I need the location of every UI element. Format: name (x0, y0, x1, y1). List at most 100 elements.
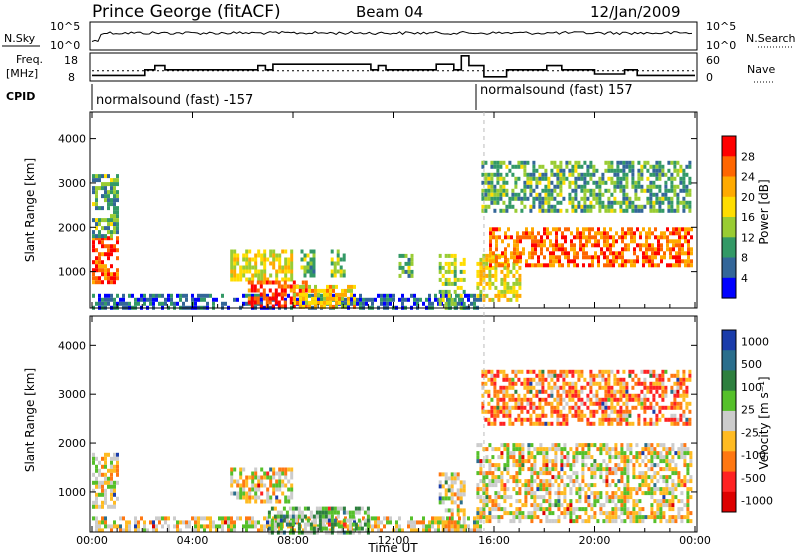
range-gate-cell (677, 483, 681, 488)
range-gate-cell (687, 247, 690, 252)
range-gate-cell (528, 251, 531, 256)
range-gate-cell (503, 285, 507, 290)
range-gate-cell (509, 451, 513, 456)
range-gate-cell (572, 463, 576, 468)
colorbar-swatch (722, 350, 736, 371)
range-gate-cell (675, 239, 678, 244)
range-gate-cell (625, 164, 629, 169)
range-gate-cell (598, 405, 602, 410)
range-gate-cell (251, 495, 255, 500)
range-gate-cell (508, 377, 512, 382)
range-gate-cell (662, 447, 666, 452)
x-tick-label: 20:00 (579, 534, 611, 547)
range-gate-cell (530, 467, 534, 472)
range-gate-cell (194, 301, 197, 306)
range-gate-cell (416, 520, 419, 525)
range-gate-cell (532, 188, 536, 193)
range-gate-cell (668, 487, 672, 492)
range-gate-cell (524, 495, 528, 500)
range-gate-cell (679, 168, 683, 173)
range-gate-cell (575, 487, 579, 492)
range-gate-cell (438, 297, 442, 302)
range-gate-cell (555, 239, 558, 244)
range-gate-cell (565, 421, 569, 426)
range-gate-cell (654, 251, 657, 256)
range-gate-cell (685, 405, 689, 410)
range-gate-cell (647, 467, 651, 472)
range-gate-cell (683, 451, 687, 456)
range-gate-cell (281, 483, 285, 488)
range-gate-cell (265, 296, 269, 301)
x-tick-label: 16:00 (478, 534, 510, 547)
range-gate-cell (267, 510, 271, 515)
range-gate-cell (533, 499, 537, 504)
range-gate-cell (593, 463, 597, 468)
range-gate-cell (566, 503, 570, 508)
range-gate-cell (568, 172, 572, 177)
range-gate-cell (623, 511, 627, 516)
range-gate-cell (620, 471, 624, 476)
range-gate-cell (98, 230, 101, 235)
range-gate-cell (357, 506, 361, 511)
range-gate-cell (248, 293, 251, 298)
range-gate-cell (558, 243, 561, 248)
range-gate-cell (301, 280, 305, 285)
range-gate-cell (479, 507, 483, 512)
range-gate-cell (536, 471, 540, 476)
range-gate-cell (134, 516, 137, 521)
range-gate-cell (686, 471, 690, 476)
range-gate-cell (107, 504, 110, 509)
range-gate-cell (273, 514, 277, 519)
range-gate-cell (635, 459, 639, 464)
range-gate-cell (173, 516, 176, 521)
range-gate-cell (591, 259, 594, 264)
range-gate-cell (570, 259, 573, 264)
range-gate-cell (176, 520, 179, 525)
range-gate-cell (546, 263, 549, 268)
range-gate-cell (541, 397, 545, 402)
range-gate-cell (583, 184, 587, 189)
range-gate-cell (276, 530, 280, 535)
colorbar-swatch (722, 451, 736, 472)
range-gate-cell (491, 455, 495, 460)
range-gate-cell (629, 487, 633, 492)
range-gate-cell (476, 451, 480, 456)
range-gate-cell (101, 488, 104, 493)
range-gate-cell (685, 164, 689, 169)
range-gate-cell (644, 475, 648, 480)
power-ylabel: Slant Range [km] (23, 158, 37, 262)
range-gate-cell (584, 507, 588, 512)
range-gate-cell (512, 285, 516, 290)
range-gate-cell (182, 520, 185, 525)
range-gate-cell (656, 507, 660, 512)
range-gate-cell (410, 261, 414, 266)
range-gate-cell (297, 514, 301, 519)
range-gate-cell (484, 389, 488, 394)
range-gate-cell (329, 300, 332, 305)
range-gate-cell (275, 253, 279, 258)
range-gate-cell (404, 253, 408, 258)
range-gate-cell (550, 188, 554, 193)
range-gate-cell (657, 243, 660, 248)
range-gate-cell (492, 251, 495, 256)
range-gate-cell (649, 369, 653, 374)
range-gate-cell (476, 524, 479, 529)
range-gate-cell (627, 231, 630, 236)
range-gate-cell (215, 297, 218, 302)
range-gate-cell (578, 451, 582, 456)
range-gate-cell (401, 293, 404, 298)
range-gate-cell (514, 397, 518, 402)
range-gate-cell (450, 528, 454, 533)
range-gate-cell (683, 503, 687, 508)
range-gate-cell (580, 369, 584, 374)
range-gate-cell (623, 451, 627, 456)
range-gate-cell (625, 184, 629, 189)
range-gate-cell (95, 520, 98, 525)
range-gate-cell (92, 500, 95, 505)
range-gate-cell (531, 255, 534, 260)
range-gate-cell (254, 265, 258, 270)
range-gate-cell (462, 512, 466, 517)
range-gate-cell (116, 178, 119, 183)
range-gate-cell (278, 265, 282, 270)
range-gate-cell (444, 289, 448, 294)
